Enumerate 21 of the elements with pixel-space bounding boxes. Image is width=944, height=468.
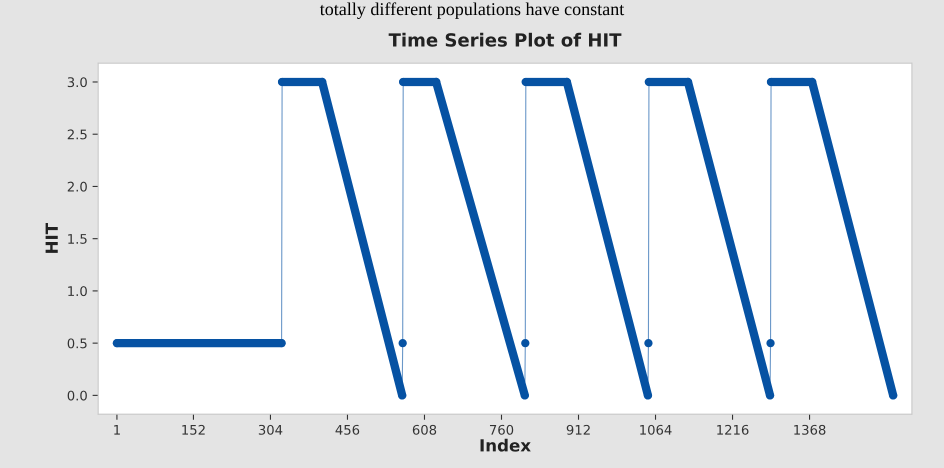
y-tick-label: 1.0 xyxy=(68,286,87,296)
x-tick-label: 1064 xyxy=(640,424,672,435)
y-tick-label: 2.5 xyxy=(68,129,87,140)
x-axis-title: Index xyxy=(480,438,531,452)
x-tick-label: 760 xyxy=(490,424,514,435)
y-tick-label: 0.5 xyxy=(68,338,87,348)
x-tick-label: 1368 xyxy=(794,424,826,435)
x-tick-label: 304 xyxy=(258,424,282,435)
y-tick-label: 3.0 xyxy=(68,77,87,88)
x-tick-label: 608 xyxy=(412,424,436,435)
chart-title: Time Series Plot of HIT xyxy=(388,32,622,47)
x-tick-label: 152 xyxy=(182,424,205,435)
x-tick-label: 912 xyxy=(566,424,590,435)
text: totally different populations have constant xyxy=(320,2,624,19)
y-tick-label: 0.0 xyxy=(68,390,87,401)
y-tick-label: 1.5 xyxy=(68,234,87,244)
x-tick-label: 1 xyxy=(114,425,120,435)
x-tick-label: 456 xyxy=(336,424,360,435)
y-axis-title: HIT xyxy=(46,223,58,253)
x-tick-label: 1216 xyxy=(717,424,748,435)
y-tick-label: 2.0 xyxy=(68,182,87,192)
